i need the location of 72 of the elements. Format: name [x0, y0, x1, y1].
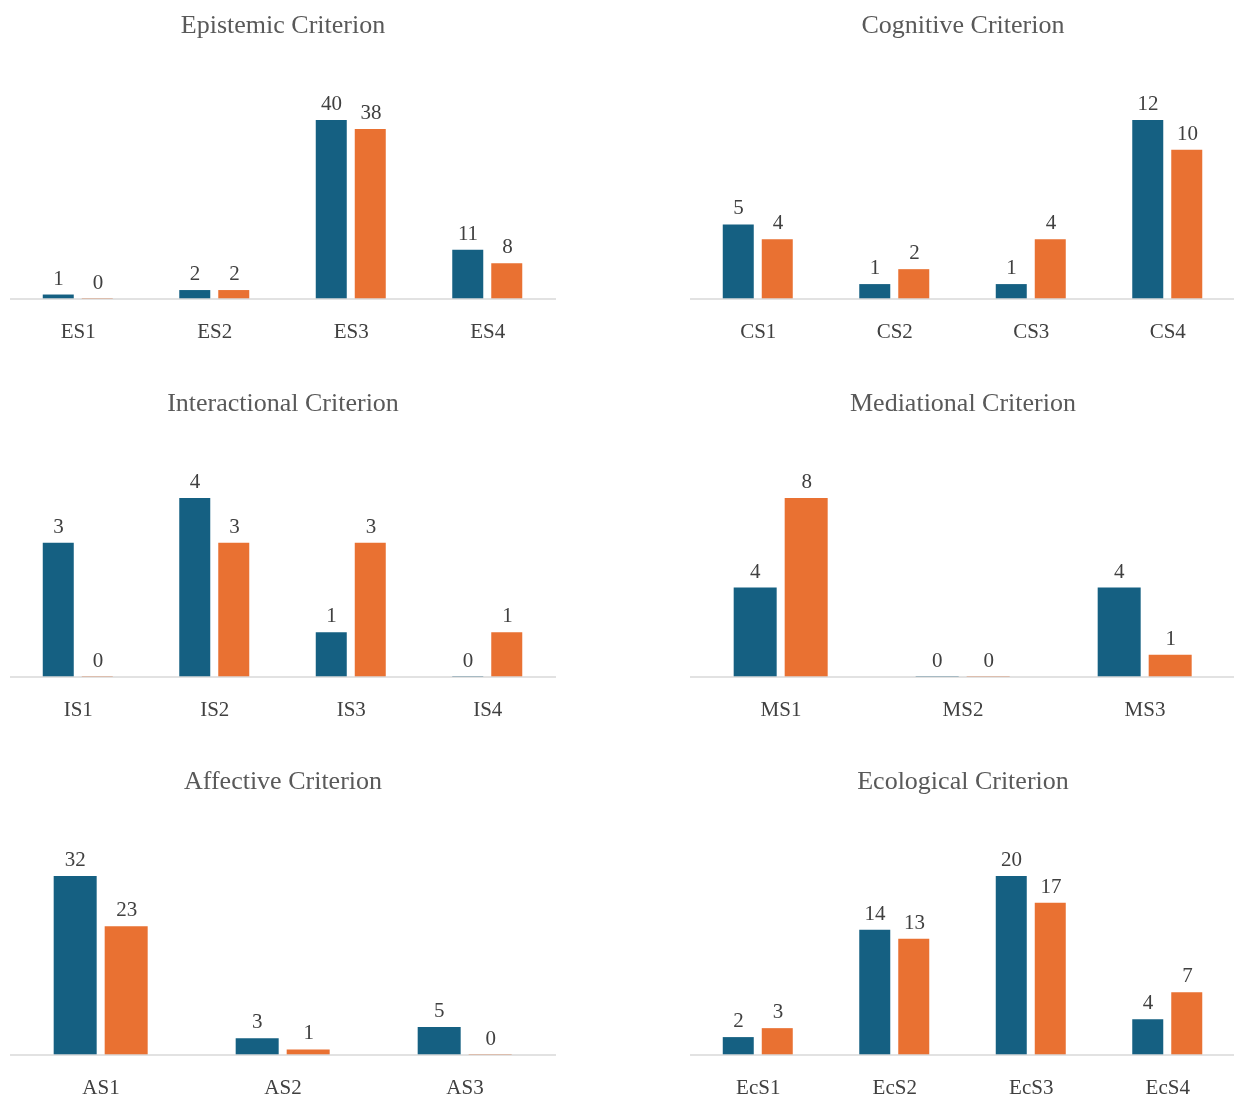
data-label: 3: [365, 513, 377, 538]
data-label: 4: [1045, 210, 1057, 235]
data-label: 4: [750, 558, 762, 583]
x-tick-label: IS2: [200, 696, 230, 721]
data-label: 11: [457, 220, 479, 245]
chart-title: Affective Criterion: [182, 765, 384, 797]
data-label: 3: [229, 513, 240, 538]
x-tick-label: CS2: [876, 318, 913, 343]
data-label: 14: [864, 900, 887, 925]
data-label: 0: [983, 648, 994, 672]
data-label: 8: [502, 234, 513, 259]
data-label: 17: [1040, 873, 1062, 898]
chart-title: Cognitive Criterion: [860, 9, 1066, 41]
data-label: 12: [1137, 91, 1159, 115]
chart-title: Ecological Criterion: [856, 765, 1070, 797]
x-tick-label: IS3: [336, 696, 366, 721]
data-label: 4: [772, 210, 784, 235]
data-label: 23: [116, 897, 138, 922]
data-label: 1: [869, 255, 881, 280]
data-label: 4: [189, 469, 201, 493]
data-label: 1: [53, 265, 64, 290]
x-tick-label: MS1: [760, 696, 802, 721]
chart-title: Interactional Criterion: [166, 387, 400, 419]
x-tick-label: EcS4: [1145, 1074, 1191, 1099]
data-label: 0: [485, 1026, 496, 1050]
data-label: 2: [733, 1008, 744, 1033]
x-tick-label: MS3: [1124, 696, 1166, 721]
data-label: 5: [434, 998, 445, 1023]
x-tick-label: AS2: [264, 1074, 302, 1099]
data-label: 1: [1165, 625, 1176, 650]
data-label: 13: [903, 909, 925, 934]
data-label: 1: [326, 603, 337, 628]
x-tick-label: CS4: [1149, 318, 1187, 343]
data-label: 2: [229, 261, 240, 286]
x-tick-label: ES3: [333, 318, 369, 343]
data-label: 2: [909, 240, 920, 265]
data-label: 32: [64, 847, 86, 871]
x-tick-label: EcS1: [736, 1074, 781, 1099]
data-label: 10: [1176, 120, 1198, 145]
x-tick-label: EcS2: [872, 1074, 917, 1099]
data-label: 0: [92, 648, 104, 672]
data-label: 1: [502, 603, 513, 628]
data-label: 3: [252, 1009, 263, 1034]
chart-title: Mediational Criterion: [849, 387, 1077, 419]
x-tick-label: ES4: [470, 318, 506, 343]
data-label: 0: [932, 648, 943, 672]
x-tick-label: ES1: [60, 318, 96, 343]
data-label: 38: [360, 99, 382, 124]
x-tick-label: CS3: [1013, 318, 1050, 343]
data-label: 1: [1006, 255, 1017, 280]
x-tick-label: ES2: [197, 318, 233, 343]
x-tick-label: CS1: [740, 318, 777, 343]
data-label: 4: [1114, 558, 1126, 583]
x-tick-label: IS1: [63, 696, 93, 721]
x-tick-label: IS4: [473, 696, 503, 721]
data-label: 1: [303, 1020, 314, 1045]
data-label: 40: [321, 91, 343, 115]
x-tick-label: EcS3: [1009, 1074, 1054, 1099]
data-label: 0: [92, 270, 104, 294]
data-label: 2: [189, 261, 201, 286]
x-tick-label: AS3: [446, 1074, 484, 1099]
data-label: 0: [462, 648, 474, 672]
data-label: 8: [801, 469, 812, 493]
chart-title: Epistemic Criterion: [179, 9, 387, 41]
data-label: 3: [772, 999, 784, 1024]
data-label: 3: [53, 513, 64, 538]
x-tick-label: MS2: [942, 696, 984, 721]
x-tick-label: AS1: [82, 1074, 120, 1099]
data-label: 7: [1182, 963, 1193, 988]
data-label: 5: [733, 195, 744, 220]
data-label: 4: [1142, 990, 1154, 1015]
data-label: 20: [1001, 847, 1023, 871]
